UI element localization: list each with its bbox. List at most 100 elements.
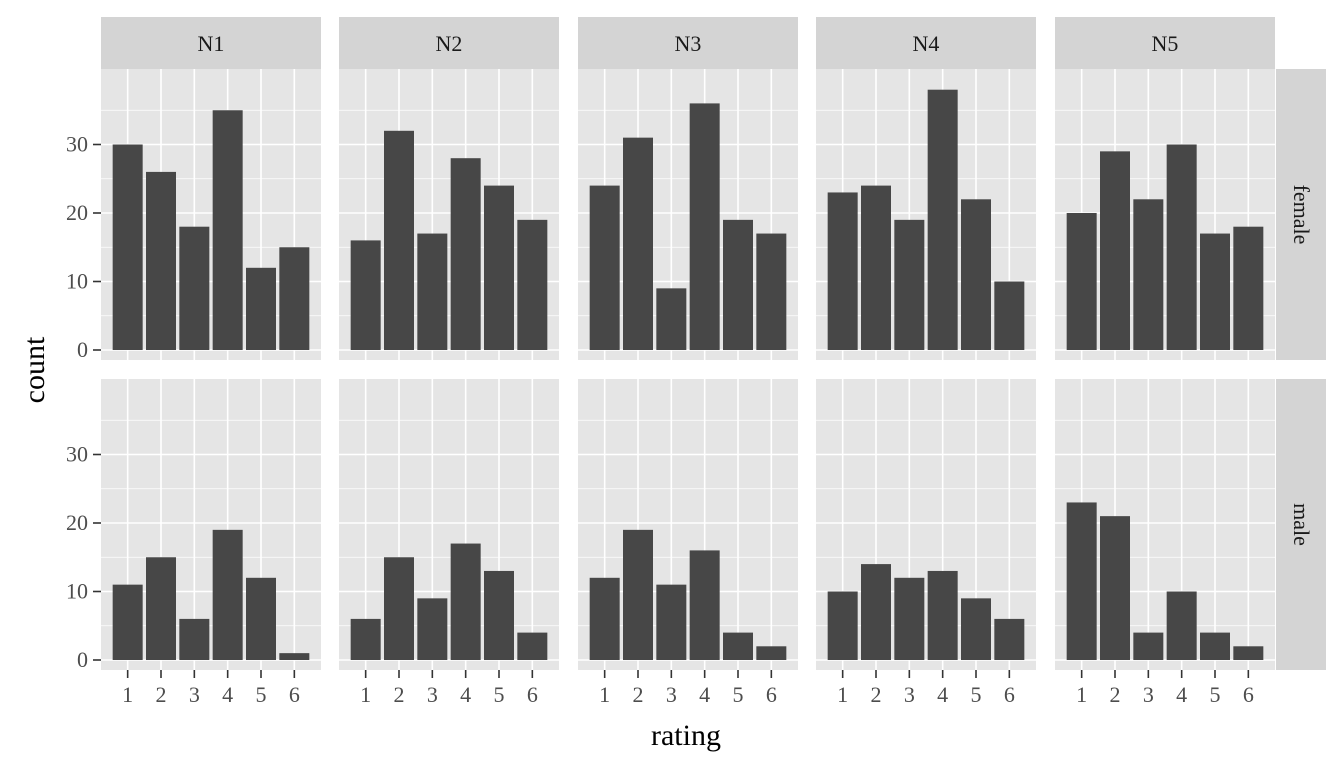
x-tick-label: 1 [122, 682, 133, 707]
bar-6 [279, 247, 310, 350]
bar-6 [994, 618, 1025, 660]
bar-5 [484, 570, 514, 660]
x-tick-label: 4 [937, 682, 948, 707]
bar-3 [1133, 632, 1164, 660]
column-strip-N3 [578, 17, 798, 69]
bar-2 [1100, 151, 1130, 350]
x-tick-label: 6 [1243, 682, 1254, 707]
column-strip-N4 [816, 17, 1036, 69]
panel-N1-female [101, 69, 321, 360]
y-tick-label: 0 [77, 647, 88, 672]
row-strip-female [1276, 69, 1326, 360]
x-tick-label: 6 [1004, 682, 1015, 707]
y-tick-label: 30 [66, 132, 88, 157]
panel-N1-male [101, 379, 321, 670]
x-tick-label: 6 [527, 682, 538, 707]
panel-N5-female [1055, 69, 1275, 360]
bar-4 [689, 550, 720, 660]
bar-3 [894, 577, 925, 660]
column-strip-label-N4: N4 [913, 31, 940, 56]
bar-6 [994, 281, 1025, 350]
bar-3 [1133, 199, 1164, 350]
bar-6 [517, 219, 548, 350]
y-tick-label: 20 [66, 510, 88, 535]
column-strip-N1 [101, 17, 321, 69]
x-tick-label: 5 [733, 682, 744, 707]
bar-1 [827, 591, 858, 660]
bar-3 [417, 233, 448, 350]
panel-N2-male [339, 379, 559, 670]
bar-2 [623, 137, 653, 350]
x-tick-label: 4 [222, 682, 233, 707]
bar-2 [384, 130, 414, 350]
column-strip-label-N3: N3 [675, 31, 702, 56]
bar-2 [623, 529, 653, 660]
column-strip-label-N5: N5 [1152, 31, 1179, 56]
bar-2 [146, 171, 176, 350]
x-tick-label: 3 [666, 682, 677, 707]
panel-N2-female [339, 69, 559, 360]
bar-1 [350, 618, 381, 660]
bar-1 [1066, 213, 1097, 350]
x-tick-label: 4 [460, 682, 471, 707]
bar-6 [1233, 646, 1264, 660]
x-axis-title: rating [651, 719, 721, 752]
bar-1 [589, 577, 620, 660]
bar-4 [927, 570, 958, 660]
x-tick-label: 6 [766, 682, 777, 707]
bar-2 [1100, 516, 1130, 660]
column-strip-N2 [339, 17, 559, 69]
bar-1 [827, 192, 858, 350]
panel-N3-female [578, 69, 798, 360]
bar-4 [1166, 591, 1197, 660]
bar-3 [417, 598, 448, 660]
x-tick-label: 1 [599, 682, 610, 707]
bar-6 [1233, 226, 1264, 350]
bar-5 [246, 267, 276, 350]
x-tick-label: 5 [971, 682, 982, 707]
column-strip-N5 [1055, 17, 1275, 69]
x-tick-label: 5 [494, 682, 505, 707]
bar-5 [723, 632, 753, 660]
row-strip-label-male: male [1289, 503, 1314, 546]
column-strip-label-N2: N2 [436, 31, 463, 56]
bar-4 [1166, 144, 1197, 350]
x-tick-label: 3 [904, 682, 915, 707]
x-tick-label: 1 [837, 682, 848, 707]
bar-6 [279, 653, 310, 660]
x-tick-label: 2 [394, 682, 405, 707]
x-tick-label: 3 [427, 682, 438, 707]
panel-N3-male [578, 379, 798, 670]
bar-2 [861, 185, 891, 350]
bar-6 [517, 632, 548, 660]
x-tick-label: 4 [1176, 682, 1187, 707]
y-tick-label: 20 [66, 200, 88, 225]
bar-4 [450, 543, 481, 660]
x-tick-label: 5 [256, 682, 267, 707]
bar-3 [894, 219, 925, 350]
row-strip-label-female: female [1289, 185, 1314, 245]
y-axis-title: count [18, 336, 51, 403]
bar-5 [246, 577, 276, 660]
x-tick-label: 3 [1143, 682, 1154, 707]
x-tick-label: 3 [189, 682, 200, 707]
panel-N4-male [816, 379, 1036, 670]
x-tick-label: 4 [699, 682, 710, 707]
bar-2 [146, 557, 176, 660]
bar-4 [212, 529, 243, 660]
bar-3 [179, 618, 210, 660]
x-tick-label: 2 [156, 682, 167, 707]
bar-4 [212, 110, 243, 350]
x-tick-label: 2 [633, 682, 644, 707]
bar-5 [723, 219, 753, 350]
y-tick-label: 10 [66, 579, 88, 604]
bar-4 [927, 89, 958, 350]
bar-1 [112, 584, 143, 660]
bar-6 [756, 646, 787, 660]
bar-6 [756, 233, 787, 350]
y-tick-label: 0 [77, 337, 88, 362]
bar-3 [656, 584, 687, 660]
bar-2 [384, 557, 414, 660]
